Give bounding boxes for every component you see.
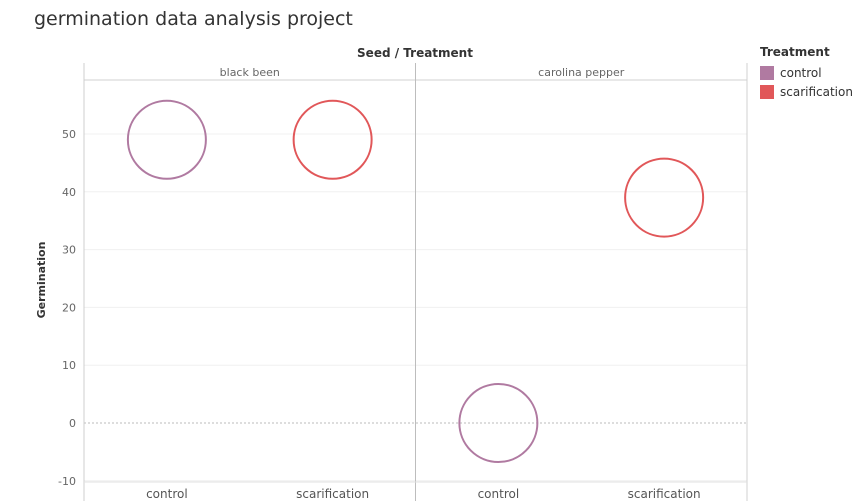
legend: Treatment control scarification xyxy=(760,45,853,101)
legend-label-control: control xyxy=(780,65,822,80)
data-point-scarification xyxy=(292,99,373,180)
data-point-control xyxy=(458,383,539,463)
legend-item-control[interactable]: control xyxy=(760,63,853,82)
legend-swatch-scarification xyxy=(760,84,774,99)
y-tick-label: 40 xyxy=(62,186,76,199)
legend-swatch-control xyxy=(760,65,774,80)
y-tick-label: 10 xyxy=(62,359,76,372)
y-tick-label: 50 xyxy=(62,128,76,141)
x-tick-label: scarification xyxy=(296,487,369,501)
page-title: germination data analysis project xyxy=(34,8,353,30)
panel-label: black been xyxy=(220,66,280,79)
y-axis-label: Germination xyxy=(35,242,48,319)
y-tick-label: 30 xyxy=(62,244,76,257)
column-header: Seed / Treatment xyxy=(357,46,473,60)
data-point-scarification xyxy=(624,157,705,238)
panel-label: carolina pepper xyxy=(538,66,625,79)
y-tick-label: 20 xyxy=(62,301,76,314)
y-tick-label: -10 xyxy=(58,475,76,488)
x-tick-label: control xyxy=(146,487,188,501)
legend-item-scarification[interactable]: scarification xyxy=(760,82,853,101)
legend-label-scarification: scarification xyxy=(780,84,853,99)
x-tick-label: control xyxy=(478,487,520,501)
legend-title: Treatment xyxy=(760,45,830,59)
y-tick-label: 0 xyxy=(69,417,76,430)
data-point-control xyxy=(126,99,207,180)
x-tick-label: scarification xyxy=(628,487,701,501)
